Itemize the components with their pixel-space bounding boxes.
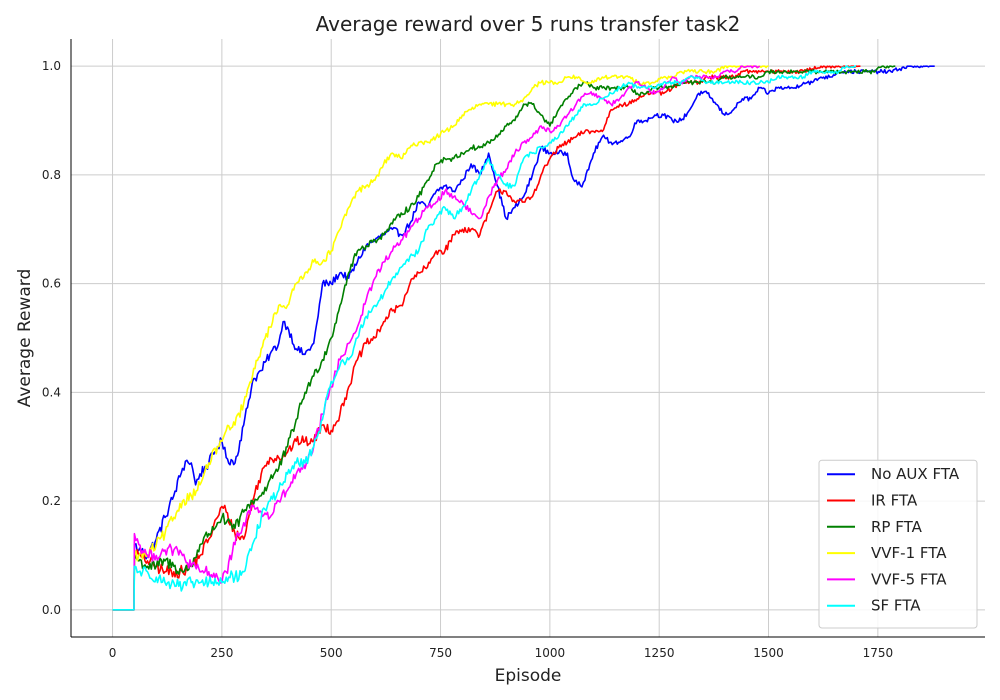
chart-title: Average reward over 5 runs transfer task… [316,12,741,36]
legend: No AUX FTA IR FTA RP FTA VVF-1 FTA VVF-5 FTA… [818,459,978,629]
y-tick-label: 0.6 [42,277,61,291]
y-tick-label: 0.2 [42,494,61,508]
x-tick-label: 0 [109,646,117,660]
x-tick-label: 1000 [535,646,566,660]
x-tick-label: 1250 [644,646,675,660]
legend-label: SF FTA [871,597,921,615]
legend-label: VVF-1 FTA [871,544,947,562]
y-tick-label: 1.0 [42,59,61,73]
legend-label: RP FTA [871,518,923,536]
x-tick-label: 500 [320,646,343,660]
x-tick-label: 1750 [863,646,894,660]
x-tick-label: 750 [429,646,452,660]
series-line-sf-fta [112,65,856,611]
y-axis-title: Average Reward [15,269,35,408]
x-tick-label: 250 [210,646,233,660]
series-line-no-aux-fta [112,65,935,611]
y-tick-label: 0.8 [42,168,61,182]
x-axis-title: Episode [495,666,562,686]
legend-label: VVF-5 FTA [871,570,947,588]
series-lines [112,65,935,611]
legend-label: IR FTA [871,492,918,510]
series-line-vvf-5-fta [112,65,761,611]
x-tick-labels: 0 250 500 750 1000 1250 1500 1750 [109,646,893,660]
legend-box [818,459,978,629]
series-line-rp-fta [112,65,896,611]
y-tick-label: 0.4 [42,385,61,399]
y-tick-labels: 0.0 0.2 0.4 0.6 0.8 1.0 [42,59,61,617]
series-line-vvf-1-fta [112,65,769,611]
y-tick-label: 0.0 [42,603,61,617]
axes [70,39,985,638]
series-line-ir-fta [112,65,861,611]
x-tick-label: 1500 [753,646,784,660]
legend-label: No AUX FTA [871,465,960,483]
